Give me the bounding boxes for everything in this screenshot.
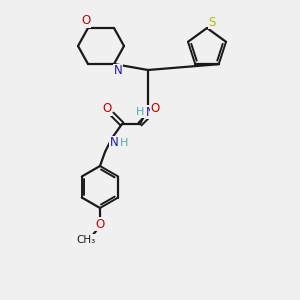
Text: H: H	[136, 107, 144, 117]
Text: N: N	[114, 64, 122, 77]
Text: CH₃: CH₃	[76, 235, 96, 245]
Text: O: O	[81, 14, 91, 28]
Text: H: H	[120, 138, 128, 148]
Text: O: O	[150, 103, 160, 116]
Text: N: N	[110, 136, 118, 149]
Text: O: O	[102, 103, 112, 116]
Text: N: N	[146, 106, 154, 118]
Text: O: O	[95, 218, 105, 230]
Text: S: S	[208, 16, 216, 28]
